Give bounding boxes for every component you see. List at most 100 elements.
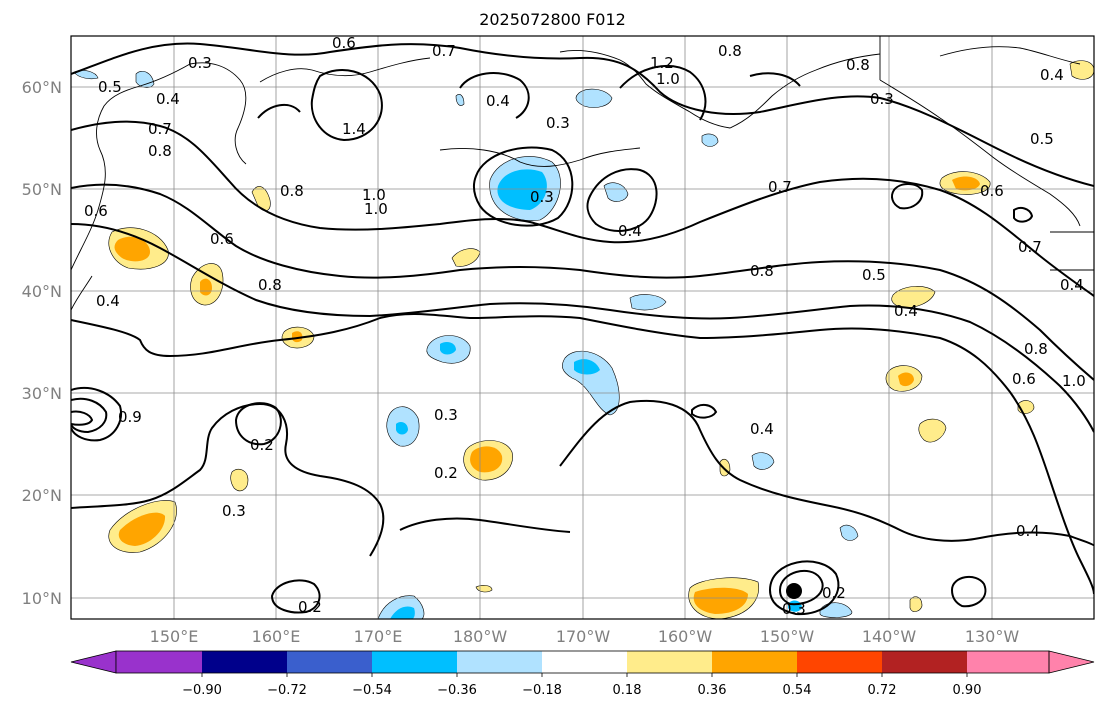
contour-label: 1.4	[342, 120, 366, 138]
contour-label: 0.4	[894, 302, 918, 320]
contour-label: 0.8	[148, 142, 172, 160]
contour-label: 0.8	[1024, 340, 1048, 358]
contour-label: 0.6	[332, 34, 356, 52]
negative-patch	[489, 156, 561, 221]
contour-labels: 0.3 0.6 0.7 1.2 0.5 0.4 0.8 1.0 1.4 0.7 …	[84, 34, 1086, 618]
contour-label: 0.6	[84, 202, 108, 220]
colorbar-tick: −0.90	[182, 683, 222, 698]
colorbar-tick: 0.54	[783, 683, 812, 698]
contour-label: 0.3	[222, 502, 246, 520]
contour-label: 0.8	[280, 182, 304, 200]
contour-label: 0.8	[750, 262, 774, 280]
contour-label: 0.4	[1040, 66, 1064, 84]
lat-label: 30°N	[22, 384, 62, 403]
lat-label: 60°N	[22, 78, 62, 97]
contour-label: 0.2	[250, 436, 274, 454]
colorbar-extend-low	[70, 650, 117, 674]
contour-label: 0.4	[156, 90, 180, 108]
contour-label: 0.6	[980, 182, 1004, 200]
colorbar-bin	[967, 651, 1049, 673]
negative-patch	[73, 70, 859, 618]
longitude-labels: 150°E 160°E 170°E 180°W 170°W 160°W 150°…	[150, 627, 1020, 646]
colorbar-bin	[627, 651, 712, 673]
contour-label: 0.8	[846, 56, 870, 74]
colorbar-tick: −0.18	[522, 683, 562, 698]
colorbar-tick: 0.18	[613, 683, 642, 698]
contour-label: 1.0	[364, 200, 388, 218]
contour-label: 0.3	[434, 406, 458, 424]
lat-label: 40°N	[22, 282, 62, 301]
gridlines	[71, 36, 1094, 619]
positive-patch	[108, 227, 169, 270]
colorbar-bin	[797, 651, 882, 673]
contour-label: 0.6	[210, 230, 234, 248]
contour-label: 0.3	[782, 600, 806, 618]
contour-label: 0.4	[96, 292, 120, 310]
colorbar-bin	[457, 651, 542, 673]
colorbar-tick: 0.72	[868, 683, 897, 698]
lat-label: 10°N	[22, 589, 62, 608]
contour-label: 0.2	[434, 464, 458, 482]
colorbar-frame	[115, 650, 1050, 674]
colorbar-extend-high	[1048, 650, 1095, 674]
contour-label: 1.2	[650, 54, 674, 72]
map-title: 2025072800 F012	[479, 10, 626, 29]
positive-patch	[463, 440, 513, 481]
contour-label: 0.7	[148, 120, 172, 138]
lon-label: 170°W	[556, 627, 611, 646]
lon-label: 160°E	[252, 627, 301, 646]
contour-label: 1.0	[362, 186, 386, 204]
negative-patch	[562, 350, 620, 416]
contour-label: 0.8	[718, 42, 742, 60]
contour-label: 0.5	[98, 78, 122, 96]
latitude-labels: 60°N 50°N 40°N 30°N 20°N 10°N	[22, 78, 62, 608]
lon-label: 140°W	[862, 627, 917, 646]
colorbar-tick: 0.90	[953, 683, 982, 698]
lat-label: 50°N	[22, 180, 62, 199]
colorbar-tick: −0.36	[437, 683, 477, 698]
positive-patch	[190, 263, 224, 306]
contour-label: 0.9	[118, 408, 142, 426]
colorbar-tick: −0.72	[267, 683, 307, 698]
lon-label: 170°E	[354, 627, 403, 646]
colorbar-bin	[116, 651, 202, 673]
contour-label: 0.2	[822, 584, 846, 602]
positive-patch	[885, 365, 923, 392]
positive-patch	[891, 286, 936, 308]
lon-label: 130°W	[965, 627, 1020, 646]
contour-label: 0.3	[530, 188, 554, 206]
contour-label: 0.4	[1060, 276, 1084, 294]
coastlines	[71, 36, 1094, 311]
negative-patch	[426, 335, 471, 364]
colorbar: −0.90 −0.72 −0.54 −0.36 −0.18 0.18 0.36 …	[70, 650, 1095, 698]
contour-label: 1.0	[656, 70, 680, 88]
contour-label: 0.3	[870, 90, 894, 108]
lon-label: 150°E	[150, 627, 199, 646]
positive-patch	[108, 500, 177, 553]
contour-label: 0.7	[1018, 238, 1042, 256]
contour-label: 0.4	[486, 92, 510, 110]
contour-label: 0.5	[862, 266, 886, 284]
contour-label: 0.4	[750, 420, 774, 438]
contour-label: 0.7	[768, 178, 792, 196]
tropical-cyclone-center	[786, 583, 802, 599]
lon-label: 160°W	[658, 627, 713, 646]
colorbar-bin	[287, 651, 372, 673]
contour-label: 0.8	[258, 276, 282, 294]
colorbar-bin	[542, 651, 627, 673]
contour-label: 0.7	[432, 42, 456, 60]
contour-label: 0.6	[1012, 370, 1036, 388]
negative-patch	[377, 595, 425, 619]
contour-label: 0.4	[618, 222, 642, 240]
colorbar-bin	[372, 651, 457, 673]
positive-patch	[230, 60, 1094, 612]
lon-label: 150°W	[760, 627, 815, 646]
colorbar-bin	[882, 651, 967, 673]
contour-label: 0.2	[298, 598, 322, 616]
contour-label: 1.0	[1062, 372, 1086, 390]
contour-lines	[71, 42, 1094, 616]
colorbar-bin	[202, 651, 287, 673]
contour-label: 0.4	[1016, 522, 1040, 540]
colorbar-tick: −0.54	[352, 683, 392, 698]
